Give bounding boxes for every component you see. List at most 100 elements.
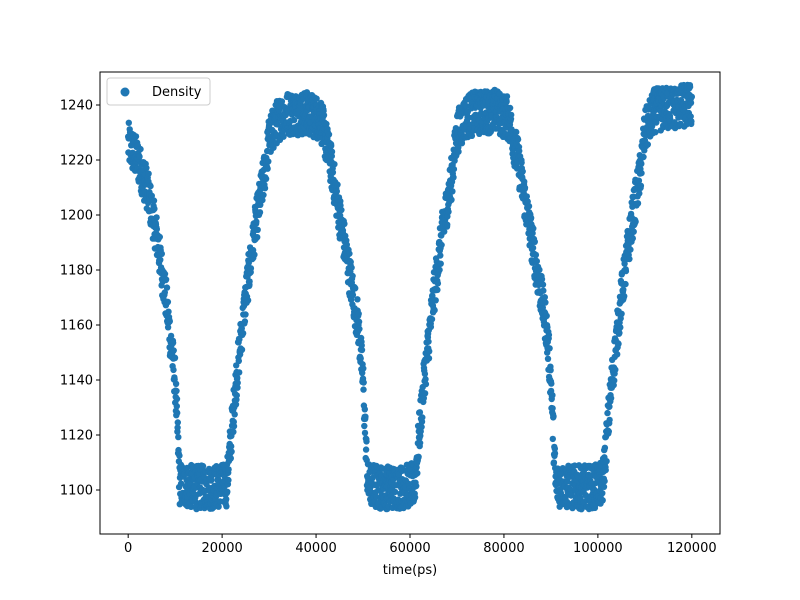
data-point bbox=[231, 411, 238, 418]
data-point bbox=[527, 214, 535, 222]
data-point bbox=[519, 168, 526, 175]
data-point bbox=[125, 119, 132, 127]
data-point bbox=[418, 423, 425, 431]
data-point bbox=[349, 291, 357, 299]
data-point bbox=[513, 128, 520, 136]
data-point bbox=[414, 470, 421, 477]
data-point bbox=[391, 488, 399, 496]
data-point bbox=[173, 403, 180, 410]
data-point bbox=[549, 435, 556, 443]
data-point bbox=[176, 452, 183, 459]
data-point bbox=[601, 477, 608, 485]
data-point bbox=[233, 392, 240, 399]
data-point bbox=[225, 466, 232, 473]
data-point bbox=[549, 392, 556, 399]
data-point bbox=[525, 203, 533, 210]
data-point bbox=[687, 113, 694, 120]
data-point bbox=[227, 455, 234, 462]
data-point bbox=[223, 496, 230, 503]
data-point bbox=[361, 429, 369, 437]
data-point bbox=[174, 409, 181, 417]
data-point bbox=[360, 386, 367, 393]
data-point bbox=[455, 148, 462, 155]
data-point bbox=[355, 318, 363, 325]
x-tick-label: 20000 bbox=[201, 541, 242, 556]
data-point bbox=[532, 251, 540, 259]
data-point bbox=[653, 119, 660, 126]
data-point bbox=[539, 281, 547, 288]
data-point bbox=[150, 197, 158, 204]
data-point bbox=[630, 228, 637, 235]
data-point bbox=[614, 351, 621, 358]
data-point bbox=[540, 287, 547, 294]
data-point bbox=[328, 142, 335, 149]
data-point bbox=[436, 266, 443, 274]
data-point bbox=[349, 272, 356, 280]
data-point bbox=[503, 93, 511, 100]
data-point bbox=[441, 228, 448, 235]
data-point bbox=[253, 218, 260, 225]
data-point bbox=[550, 413, 557, 420]
y-tick-label: 1120 bbox=[60, 429, 93, 444]
data-point bbox=[151, 205, 158, 212]
data-point bbox=[437, 252, 444, 259]
data-point bbox=[357, 355, 364, 362]
data-point bbox=[531, 238, 538, 245]
data-point bbox=[627, 246, 634, 253]
data-point bbox=[508, 111, 515, 119]
data-point bbox=[177, 480, 185, 487]
data-point bbox=[230, 428, 237, 436]
data-point bbox=[246, 278, 253, 285]
data-point bbox=[426, 348, 433, 355]
data-point bbox=[313, 95, 320, 102]
data-point bbox=[361, 422, 368, 430]
data-point bbox=[644, 141, 651, 148]
data-point bbox=[444, 221, 451, 228]
data-point bbox=[603, 458, 610, 465]
data-point bbox=[164, 298, 172, 306]
data-point bbox=[346, 250, 353, 257]
data-point bbox=[604, 409, 611, 417]
data-point bbox=[468, 132, 476, 139]
data-point bbox=[605, 428, 612, 435]
data-point bbox=[549, 405, 556, 412]
data-point bbox=[599, 490, 606, 497]
data-point bbox=[529, 230, 536, 237]
data-point bbox=[228, 443, 235, 450]
data-point bbox=[355, 310, 362, 317]
data-point bbox=[618, 310, 625, 317]
data-point bbox=[145, 170, 152, 177]
y-tick-label: 1140 bbox=[60, 374, 93, 389]
data-point bbox=[238, 346, 246, 353]
data-point bbox=[333, 188, 340, 195]
data-point bbox=[652, 129, 659, 136]
data-point bbox=[329, 169, 337, 176]
data-point bbox=[687, 99, 695, 107]
data-point bbox=[548, 380, 555, 387]
data-point bbox=[600, 483, 608, 490]
data-point bbox=[626, 255, 633, 263]
y-tick-label: 1240 bbox=[60, 99, 93, 114]
legend-marker-density bbox=[120, 87, 130, 97]
data-point bbox=[356, 325, 363, 333]
data-point bbox=[425, 355, 433, 362]
data-point bbox=[529, 244, 537, 252]
data-point bbox=[617, 324, 624, 331]
data-point bbox=[599, 497, 606, 504]
data-point bbox=[622, 280, 629, 288]
data-point bbox=[429, 292, 436, 300]
data-point bbox=[521, 178, 528, 185]
data-point bbox=[615, 340, 622, 348]
data-point bbox=[450, 174, 457, 181]
data-point bbox=[323, 120, 330, 128]
data-point bbox=[577, 494, 584, 502]
x-tick-label: 60000 bbox=[389, 541, 430, 556]
data-point bbox=[601, 444, 609, 451]
scatter-points-density bbox=[125, 81, 695, 513]
data-point bbox=[416, 439, 424, 447]
data-point bbox=[616, 329, 623, 337]
x-tick-label: 0 bbox=[124, 541, 132, 556]
data-point bbox=[161, 270, 169, 278]
data-point bbox=[415, 453, 422, 460]
data-point bbox=[637, 182, 645, 189]
